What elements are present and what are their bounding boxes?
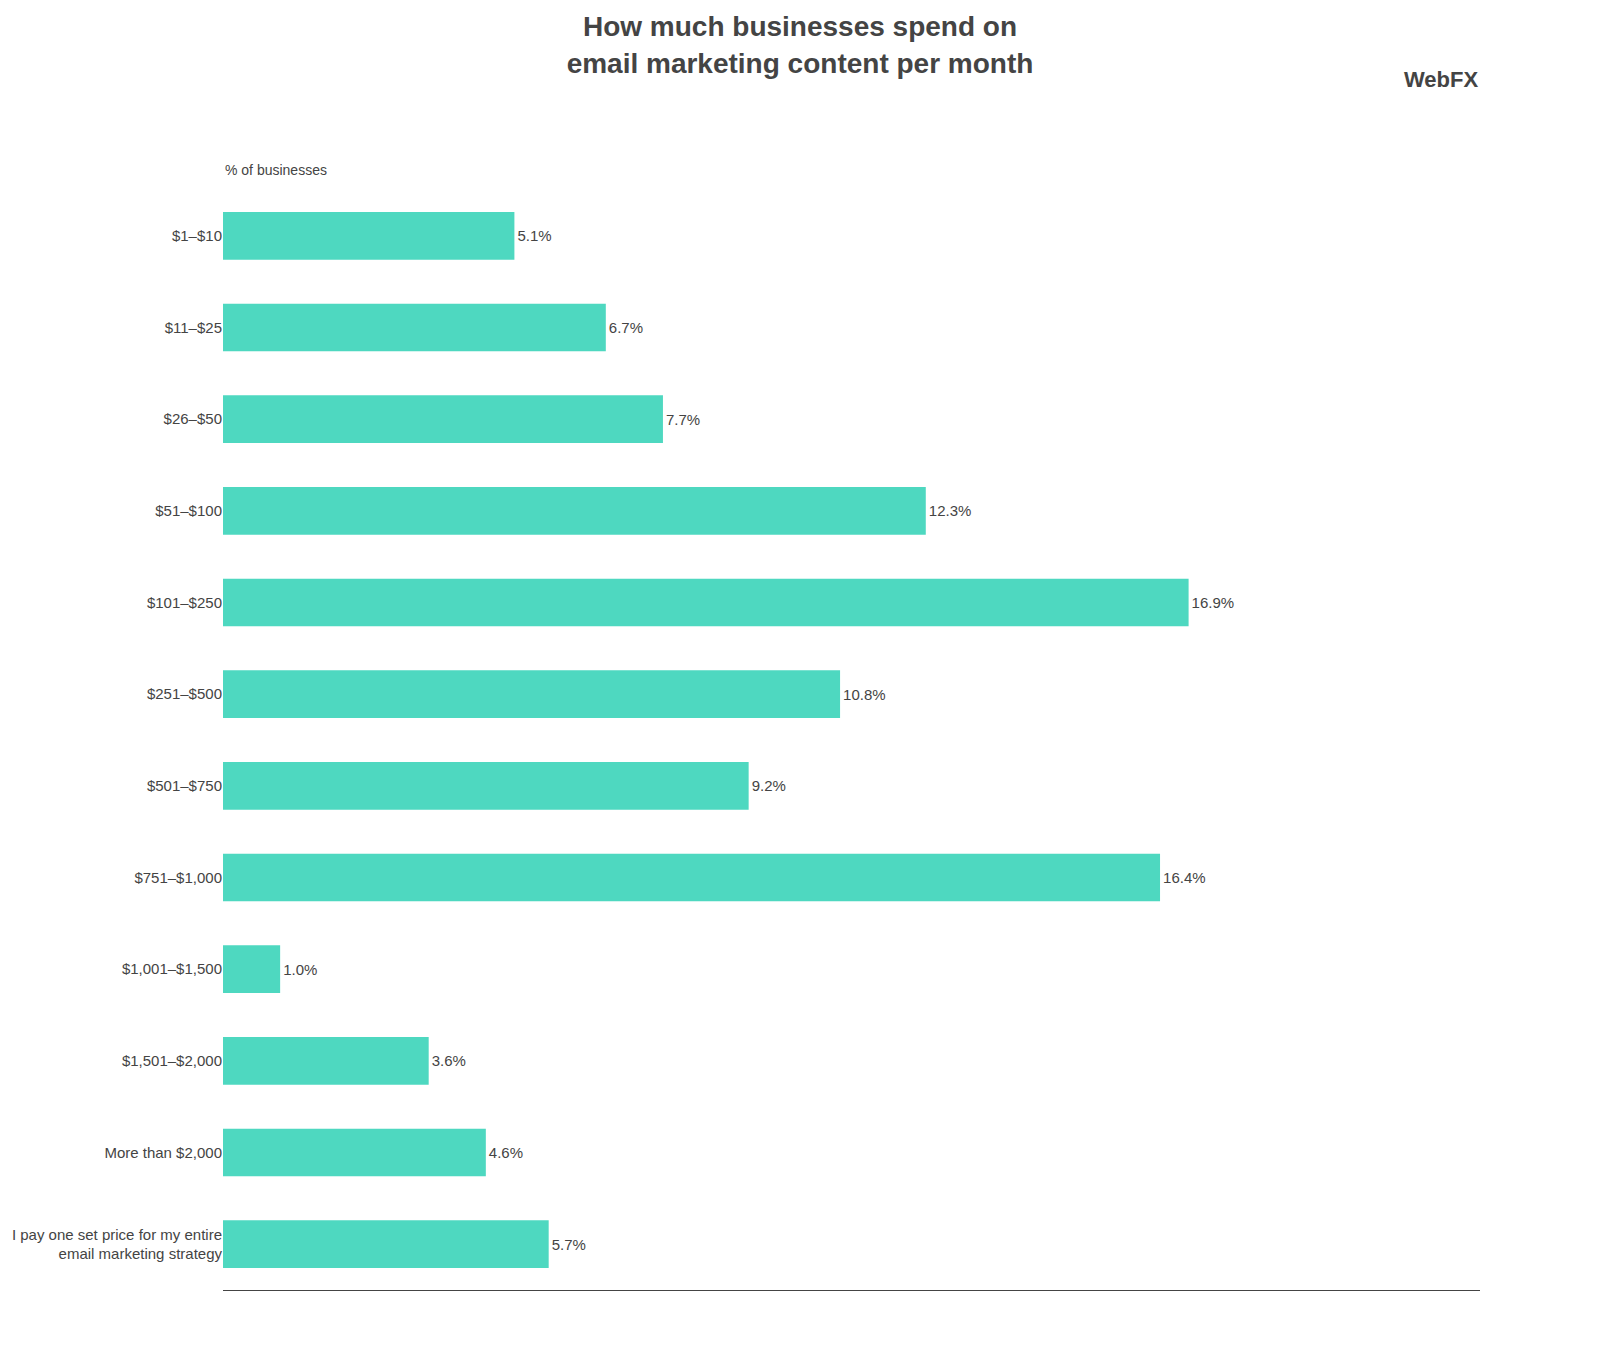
svg-text:10.8%: 10.8% [843,686,886,703]
svg-text:$251–$500: $251–$500 [147,685,222,702]
svg-text:16.4%: 16.4% [1163,869,1206,886]
svg-text:% of businesses: % of businesses [225,162,327,178]
svg-text:More than $2,000: More than $2,000 [104,1144,222,1161]
svg-text:4.6%: 4.6% [489,1144,523,1161]
svg-text:WebFX: WebFX [1404,67,1478,92]
svg-text:12.3%: 12.3% [929,502,972,519]
svg-text:$11–$25: $11–$25 [165,319,222,336]
svg-text:3.6%: 3.6% [432,1052,466,1069]
svg-text:9.2%: 9.2% [752,777,786,794]
svg-text:How much businesses spend onem: How much businesses spend onemail market… [567,11,1034,78]
svg-text:$751–$1,000: $751–$1,000 [134,869,222,886]
svg-text:$1–$10: $1–$10 [172,227,222,244]
svg-text:1.0%: 1.0% [283,961,317,978]
svg-text:16.9%: 16.9% [1192,594,1235,611]
svg-text:5.1%: 5.1% [517,227,551,244]
svg-text:6.7%: 6.7% [609,319,643,336]
svg-text:$26–$50: $26–$50 [164,410,222,427]
svg-text:$101–$250: $101–$250 [147,594,222,611]
svg-text:$51–$100: $51–$100 [155,502,222,519]
svg-text:$1,501–$2,000: $1,501–$2,000 [122,1052,222,1069]
svg-text:$501–$750: $501–$750 [147,777,222,794]
svg-text:5.7%: 5.7% [552,1236,586,1253]
svg-text:$1,001–$1,500: $1,001–$1,500 [122,960,222,977]
svg-text:I pay one set price for my ent: I pay one set price for my entireemail m… [12,1226,223,1263]
svg-text:7.7%: 7.7% [666,411,700,428]
